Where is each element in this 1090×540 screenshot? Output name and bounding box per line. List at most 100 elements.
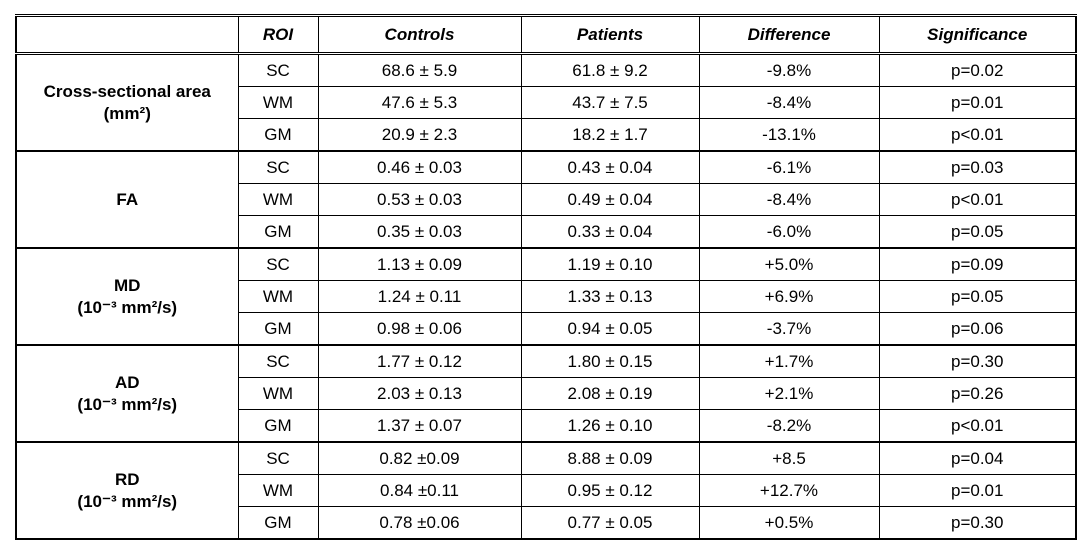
roi-cell: WM xyxy=(237,280,319,313)
group-name: RD xyxy=(114,470,140,490)
difference-cell: -8.2% xyxy=(698,409,880,443)
header-row: ROI Controls Patients Difference Signifi… xyxy=(15,14,1077,55)
table-row: MD (10⁻³ mm²/s) SC 1.13 ± 0.09 1.19 ± 0.… xyxy=(15,247,1077,346)
significance-cell: p<0.01 xyxy=(878,183,1077,216)
table-row: WM 47.6 ± 5.3 43.7 ± 7.5 -8.4% p=0.01 xyxy=(16,86,1077,119)
controls-cell: 2.03 ± 0.13 xyxy=(317,377,522,410)
header-patients: Patients xyxy=(520,14,700,55)
roi-cell: WM xyxy=(237,86,319,119)
roi-cell: GM xyxy=(237,409,319,443)
significance-cell: p=0.26 xyxy=(878,377,1077,410)
difference-cell: +0.5% xyxy=(698,506,880,540)
difference-cell: -3.7% xyxy=(698,312,880,346)
roi-cell: SC xyxy=(237,247,319,281)
roi-cell: SC xyxy=(237,150,319,184)
patients-cell: 1.33 ± 0.13 xyxy=(520,280,700,313)
controls-cell: 1.24 ± 0.11 xyxy=(317,280,522,313)
significance-cell: p=0.04 xyxy=(878,441,1077,475)
group-name: Cross-sectional area xyxy=(43,82,211,102)
header-difference: Difference xyxy=(698,14,880,55)
significance-cell: p=0.01 xyxy=(878,474,1077,507)
controls-cell: 0.84 ±0.11 xyxy=(317,474,522,507)
table-row: GM 0.98 ± 0.06 0.94 ± 0.05 -3.7% p=0.06 xyxy=(16,312,1077,346)
patients-cell: 0.43 ± 0.04 xyxy=(520,150,700,184)
group-unit: (10⁻³ mm²/s) xyxy=(77,297,178,317)
header-controls: Controls xyxy=(317,14,522,55)
controls-cell: 1.13 ± 0.09 xyxy=(317,247,522,281)
difference-cell: -8.4% xyxy=(698,86,880,119)
group-name: MD xyxy=(114,276,141,296)
table-row: GM 0.35 ± 0.03 0.33 ± 0.04 -6.0% p=0.05 xyxy=(16,215,1077,249)
roi-cell: SC xyxy=(237,52,319,87)
difference-cell: -6.0% xyxy=(698,215,880,249)
difference-cell: +1.7% xyxy=(698,344,880,378)
patients-cell: 61.8 ± 9.2 xyxy=(520,52,700,87)
significance-cell: p=0.09 xyxy=(878,247,1077,281)
roi-cell: SC xyxy=(237,441,319,475)
patients-cell: 0.77 ± 0.05 xyxy=(520,506,700,540)
controls-cell: 0.46 ± 0.03 xyxy=(317,150,522,184)
significance-cell: p=0.02 xyxy=(878,52,1077,87)
significance-cell: p=0.06 xyxy=(878,312,1077,346)
roi-cell: WM xyxy=(237,183,319,216)
results-table: ROI Controls Patients Difference Signifi… xyxy=(15,14,1077,540)
significance-cell: p=0.30 xyxy=(878,506,1077,540)
roi-cell: GM xyxy=(237,215,319,249)
table-row: WM 0.84 ±0.11 0.95 ± 0.12 +12.7% p=0.01 xyxy=(16,474,1077,507)
table-row: FA SC 0.46 ± 0.03 0.43 ± 0.04 -6.1% p=0.… xyxy=(15,150,1077,249)
roi-cell: GM xyxy=(237,506,319,540)
patients-cell: 1.19 ± 0.10 xyxy=(520,247,700,281)
controls-cell: 0.53 ± 0.03 xyxy=(317,183,522,216)
table-row: WM 0.53 ± 0.03 0.49 ± 0.04 -8.4% p<0.01 xyxy=(16,183,1077,216)
group-unit: (10⁻³ mm²/s) xyxy=(77,394,178,414)
group-label-cell: MD (10⁻³ mm²/s) xyxy=(15,247,239,346)
group-unit: (mm²) xyxy=(103,103,151,123)
roi-cell: WM xyxy=(237,474,319,507)
difference-cell: -13.1% xyxy=(698,118,880,152)
controls-cell: 1.37 ± 0.07 xyxy=(317,409,522,443)
table-row: WM 2.03 ± 0.13 2.08 ± 0.19 +2.1% p=0.26 xyxy=(16,377,1077,410)
roi-cell: GM xyxy=(237,118,319,152)
significance-cell: p=0.01 xyxy=(878,86,1077,119)
difference-cell: +6.9% xyxy=(698,280,880,313)
difference-cell: +2.1% xyxy=(698,377,880,410)
controls-cell: 0.98 ± 0.06 xyxy=(317,312,522,346)
patients-cell: 2.08 ± 0.19 xyxy=(520,377,700,410)
difference-cell: -8.4% xyxy=(698,183,880,216)
group-name: AD xyxy=(114,373,140,393)
group-label-cell: RD (10⁻³ mm²/s) xyxy=(15,441,239,540)
significance-cell: p=0.03 xyxy=(878,150,1077,184)
controls-cell: 1.77 ± 0.12 xyxy=(317,344,522,378)
header-significance: Significance xyxy=(878,14,1077,55)
roi-cell: SC xyxy=(237,344,319,378)
patients-cell: 43.7 ± 7.5 xyxy=(520,86,700,119)
difference-cell: -9.8% xyxy=(698,52,880,87)
significance-cell: p=0.05 xyxy=(878,280,1077,313)
patients-cell: 0.33 ± 0.04 xyxy=(520,215,700,249)
roi-cell: WM xyxy=(237,377,319,410)
group-label-cell: Cross-sectional area (mm²) xyxy=(15,52,239,152)
header-measure xyxy=(15,14,239,55)
header-roi: ROI xyxy=(237,14,319,55)
patients-cell: 1.80 ± 0.15 xyxy=(520,344,700,378)
patients-cell: 8.88 ± 0.09 xyxy=(520,441,700,475)
table-row: GM 20.9 ± 2.3 18.2 ± 1.7 -13.1% p<0.01 xyxy=(16,118,1077,152)
significance-cell: p=0.30 xyxy=(878,344,1077,378)
significance-cell: p<0.01 xyxy=(878,118,1077,152)
difference-cell: +5.0% xyxy=(698,247,880,281)
group-unit: (10⁻³ mm²/s) xyxy=(77,491,178,511)
difference-cell: +12.7% xyxy=(698,474,880,507)
controls-cell: 20.9 ± 2.3 xyxy=(317,118,522,152)
group-label-cell: FA xyxy=(15,150,239,249)
controls-cell: 0.82 ±0.09 xyxy=(317,441,522,475)
patients-cell: 0.95 ± 0.12 xyxy=(520,474,700,507)
significance-cell: p=0.05 xyxy=(878,215,1077,249)
roi-cell: GM xyxy=(237,312,319,346)
significance-cell: p<0.01 xyxy=(878,409,1077,443)
table-row: RD (10⁻³ mm²/s) SC 0.82 ±0.09 8.88 ± 0.0… xyxy=(15,441,1077,540)
patients-cell: 0.49 ± 0.04 xyxy=(520,183,700,216)
patients-cell: 0.94 ± 0.05 xyxy=(520,312,700,346)
group-name: FA xyxy=(116,189,139,209)
controls-cell: 68.6 ± 5.9 xyxy=(317,52,522,87)
